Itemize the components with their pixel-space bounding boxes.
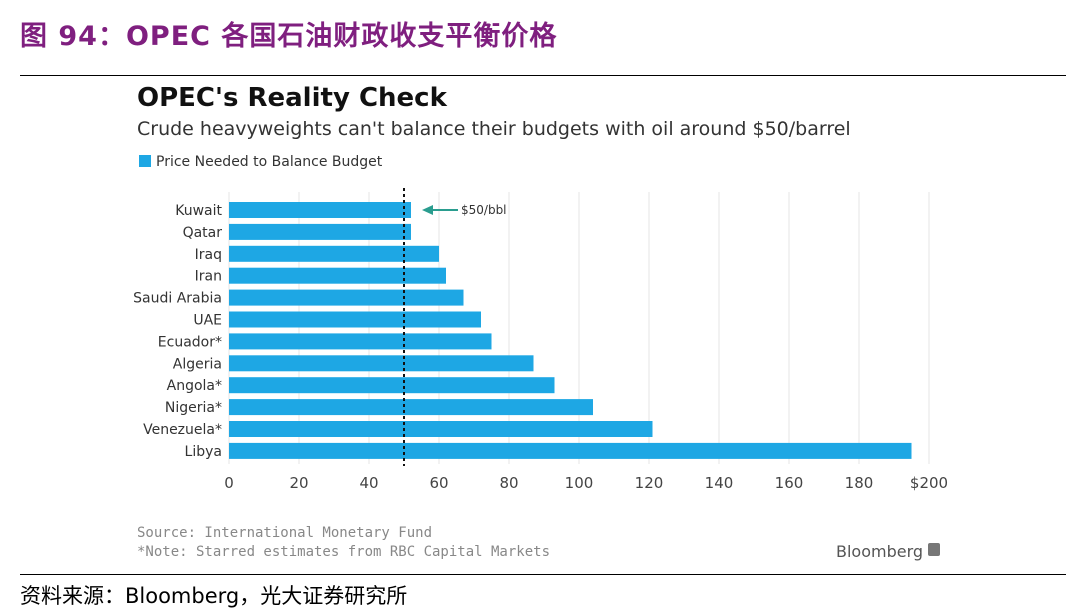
bar bbox=[229, 377, 555, 394]
x-tick-label: 40 bbox=[359, 474, 378, 492]
footnote: *Note: Starred estimates from RBC Capita… bbox=[137, 544, 550, 560]
bar bbox=[229, 399, 593, 416]
legend-label: Price Needed to Balance Budget bbox=[156, 154, 383, 170]
bar bbox=[229, 421, 653, 437]
bars-group bbox=[229, 202, 912, 459]
bar bbox=[229, 333, 492, 350]
figure-source: 资料来源：Bloomberg，光大证券研究所 bbox=[20, 584, 408, 608]
x-tick-label: 0 bbox=[224, 474, 234, 492]
bar bbox=[229, 442, 912, 459]
source-note: Source: International Monetary Fund bbox=[137, 525, 432, 541]
x-tick-label: 20 bbox=[289, 474, 308, 492]
category-label: Iraq bbox=[195, 247, 222, 263]
reference-line-group: $50/bbl bbox=[403, 188, 507, 466]
tick-labels: 0 20 40 60 80 100 120 140 160 180 $200 bbox=[224, 474, 948, 492]
category-label: Angola* bbox=[167, 378, 222, 394]
bar bbox=[229, 245, 439, 262]
category-label: Qatar bbox=[183, 225, 223, 241]
bar bbox=[229, 267, 446, 284]
category-label: Saudi Arabia bbox=[133, 291, 222, 307]
category-label: Nigeria* bbox=[165, 400, 222, 416]
bar bbox=[229, 355, 534, 372]
x-tick-label: 140 bbox=[705, 474, 734, 492]
bottom-divider bbox=[20, 574, 1066, 575]
bar bbox=[229, 289, 464, 306]
x-tick-label: 80 bbox=[499, 474, 518, 492]
category-label: Kuwait bbox=[175, 203, 222, 219]
category-label: Libya bbox=[185, 444, 222, 460]
arrowhead-icon bbox=[422, 205, 433, 215]
category-label: Venezuela* bbox=[143, 422, 222, 438]
category-label: Ecuador* bbox=[158, 334, 222, 350]
x-tick-label: 120 bbox=[635, 474, 664, 492]
figure-title: 图 94：OPEC 各国石油财政收支平衡价格 bbox=[20, 21, 558, 52]
x-tick-label: 160 bbox=[775, 474, 804, 492]
category-labels: Kuwait Qatar Iraq Iran Saudi Arabia UAE Ecuado… bbox=[133, 203, 222, 460]
bloomberg-logo-icon bbox=[928, 543, 940, 556]
category-label: Iran bbox=[195, 269, 222, 285]
x-tick-label: $200 bbox=[910, 474, 948, 492]
bloomberg-brand: Bloomberg bbox=[836, 542, 923, 561]
bar bbox=[229, 311, 481, 328]
chart-title: OPEC's Reality Check bbox=[137, 83, 448, 113]
bar bbox=[229, 202, 411, 218]
top-divider bbox=[20, 75, 1066, 76]
x-tick-label: 180 bbox=[845, 474, 874, 492]
bar bbox=[229, 223, 411, 240]
x-tick-label: 60 bbox=[429, 474, 448, 492]
legend-swatch bbox=[139, 155, 151, 167]
x-tick-label: 100 bbox=[565, 474, 594, 492]
category-label: Algeria bbox=[173, 356, 222, 372]
reference-label: $50/bbl bbox=[461, 203, 507, 217]
chart-subtitle: Crude heavyweights can't balance their b… bbox=[137, 118, 851, 140]
category-label: UAE bbox=[193, 313, 222, 329]
